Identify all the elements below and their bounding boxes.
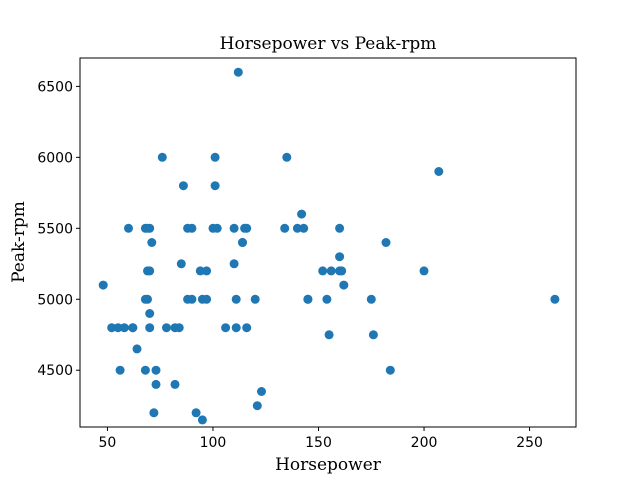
data-point-76	[381, 238, 391, 247]
data-point-47	[231, 294, 241, 304]
data-point-37	[197, 415, 207, 425]
data-point-41	[210, 152, 220, 162]
x-axis-ticks: 50 100 150 200 250	[99, 427, 543, 451]
data-point-60	[292, 223, 302, 233]
data-point-58	[280, 223, 290, 233]
data-point-73	[339, 280, 349, 290]
data-point-55	[250, 294, 260, 304]
data-point-59	[282, 152, 292, 162]
y-tick-label: 6500	[37, 79, 73, 95]
data-point-12	[145, 223, 155, 233]
data-point-61	[297, 209, 307, 219]
data-point-18	[145, 323, 155, 333]
data-point-53	[242, 323, 252, 333]
data-point-4	[119, 323, 129, 333]
data-point-28	[176, 259, 186, 269]
data-point-19	[147, 238, 157, 247]
x-tick-label: 200	[411, 435, 438, 451]
data-point-20	[149, 408, 159, 418]
data-point-74	[366, 294, 376, 304]
data-point-13	[145, 266, 155, 276]
data-point-7	[128, 323, 138, 333]
data-point-21	[151, 365, 161, 375]
data-point-64	[303, 294, 313, 304]
data-point-67	[324, 330, 334, 340]
x-axis-label: Horsepower	[275, 455, 382, 475]
data-point-68	[326, 266, 336, 276]
x-tick-label: 250	[516, 435, 543, 451]
plot-frame	[79, 57, 577, 428]
data-point-62	[299, 223, 309, 233]
data-point-22	[151, 379, 161, 389]
x-tick-label: 50	[99, 435, 117, 451]
data-point-1	[107, 323, 117, 333]
data-point-8	[132, 344, 142, 354]
data-point-49	[233, 67, 243, 77]
data-point-42	[210, 181, 220, 191]
data-point-57	[257, 387, 266, 396]
data-point-29	[178, 181, 188, 191]
data-point-25	[170, 379, 180, 389]
data-point-72	[337, 266, 347, 276]
data-point-51	[238, 238, 247, 247]
data-point-3	[115, 365, 125, 375]
data-point-35	[195, 266, 205, 276]
y-tick-label: 5500	[37, 221, 73, 237]
data-point-69	[335, 252, 345, 262]
data-point-77	[385, 365, 395, 375]
y-tick-label: 5000	[37, 292, 73, 308]
data-point-0	[98, 280, 108, 290]
data-point-44	[221, 323, 231, 333]
y-tick-label: 4500	[37, 363, 73, 379]
data-point-80	[550, 294, 560, 304]
data-point-39	[202, 294, 212, 304]
data-point-43	[212, 223, 222, 233]
data-point-16	[140, 365, 150, 375]
data-point-48	[231, 323, 241, 333]
data-point-15	[140, 294, 150, 304]
y-tick-label: 6000	[37, 150, 73, 166]
data-point-65	[318, 266, 328, 276]
data-point-54	[242, 223, 252, 233]
data-point-5	[124, 223, 133, 233]
data-point-24	[162, 323, 171, 333]
y-axis-label: Peak-rpm	[9, 201, 29, 283]
data-point-66	[322, 294, 332, 304]
data-point-33	[187, 294, 197, 304]
data-point-75	[368, 330, 378, 340]
y-axis-ticks: 4500 5000 5500 6000 6500	[37, 79, 80, 379]
data-point-79	[434, 167, 444, 176]
data-points	[98, 67, 560, 425]
data-point-32	[187, 223, 197, 233]
data-point-45	[229, 223, 239, 233]
data-point-70	[335, 223, 345, 233]
data-point-34	[191, 408, 201, 418]
x-tick-label: 150	[305, 435, 332, 451]
data-point-27	[174, 323, 184, 333]
x-tick-label: 100	[200, 435, 227, 451]
data-point-46	[229, 259, 239, 269]
data-point-38	[202, 266, 212, 276]
data-point-78	[419, 266, 429, 276]
data-point-56	[252, 401, 262, 411]
data-point-17	[145, 309, 155, 318]
chart-title: Horsepower vs Peak-rpm	[220, 34, 437, 54]
data-point-2	[113, 323, 123, 333]
data-point-23	[157, 152, 167, 162]
